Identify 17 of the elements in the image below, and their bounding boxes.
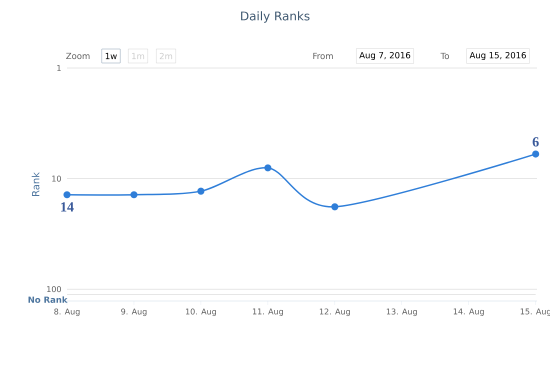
point <box>63 191 71 198</box>
y-axis-title: Rank <box>32 172 40 196</box>
text: From <box>313 52 333 60</box>
point <box>130 191 138 198</box>
text: Aug 7, 2016 <box>359 52 410 60</box>
point <box>197 188 204 195</box>
text: Zoom <box>66 52 90 60</box>
point <box>264 164 272 172</box>
data-label: 6 <box>532 137 539 147</box>
data-label: 14 <box>61 202 74 212</box>
ref-line-label: No Rank <box>28 296 68 303</box>
text: 1w <box>106 52 117 60</box>
text: To <box>440 52 450 60</box>
chart-title: Daily Ranks <box>241 11 310 23</box>
text: Aug 15, 2016 <box>470 52 526 60</box>
point <box>532 150 540 158</box>
point <box>331 203 338 210</box>
